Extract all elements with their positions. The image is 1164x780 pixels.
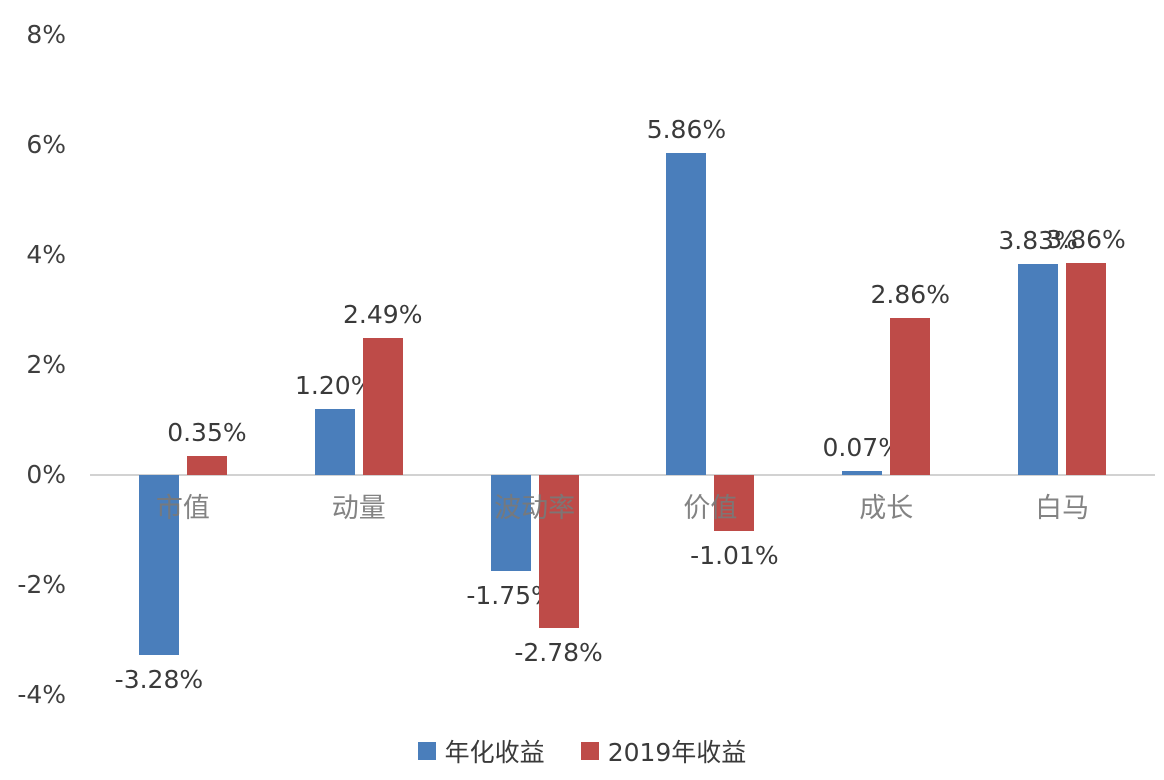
data-label: 2.49% [343, 300, 423, 330]
bar [186, 455, 227, 475]
y-axis-tick-label: 4% [26, 240, 66, 269]
data-label: 5.86% [646, 114, 727, 144]
y-axis-tick-label: 2% [26, 350, 66, 379]
bar [314, 409, 355, 475]
legend-swatch-red [580, 742, 599, 760]
x-axis-category-label: 成长 [859, 493, 914, 524]
data-label: 1.20% [295, 371, 375, 400]
data-label: -3.28% [114, 665, 204, 695]
bar [538, 475, 579, 628]
bar [1018, 264, 1059, 475]
legend-label-annualized-return: 年化收益 [444, 738, 545, 767]
bar [1066, 262, 1107, 475]
bar [890, 317, 931, 475]
y-axis-tick-label: -2% [17, 570, 66, 599]
data-label: 0.07% [822, 433, 902, 463]
bar [666, 152, 707, 475]
data-label: 2.86% [870, 279, 950, 309]
x-axis-category-label: 白马 [1035, 493, 1090, 524]
data-label: 0.35% [167, 417, 247, 447]
bar [842, 471, 883, 475]
data-label: 3.86% [1046, 224, 1126, 254]
data-label: 3.83% [998, 226, 1078, 256]
legend-swatch-blue [417, 742, 436, 760]
legend: 年化收益 2019年收益 [0, 733, 1164, 769]
bar [714, 475, 755, 531]
bar [362, 338, 403, 475]
bar [490, 475, 531, 572]
x-axis-category-label: 价值 [683, 493, 738, 524]
bar [138, 475, 179, 656]
y-axis-tick-label: 0% [26, 460, 66, 489]
legend-item-2019-return: 2019年收益 [580, 733, 747, 769]
legend-label-2019-return: 2019年收益 [607, 738, 747, 767]
x-axis-category-label: 动量 [331, 493, 386, 524]
data-label: -1.01% [690, 540, 779, 570]
x-axis-category-label: 市值 [155, 493, 210, 524]
x-axis-category-label: 波动率 [494, 493, 576, 524]
y-axis-tick-label: -4% [17, 680, 66, 709]
y-axis-tick-label: 8% [26, 20, 66, 49]
data-label: -2.78% [514, 637, 603, 667]
x-axis-zero-line [90, 474, 1155, 476]
y-axis-tick-label: 6% [26, 130, 66, 159]
legend-item-annualized-return: 年化收益 [417, 733, 545, 769]
